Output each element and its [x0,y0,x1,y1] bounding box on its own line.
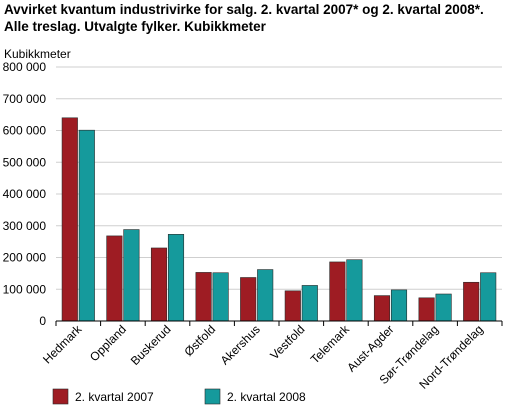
x-tick-label: Vestfold [267,322,307,362]
x-tick-label: Hedmark [40,322,85,367]
y-tick-label: 300 000 [3,219,47,233]
gridlines [56,66,502,290]
legend-swatch [52,388,69,405]
x-tick-label: Oppland [87,322,129,364]
x-tick-label: Telemark [308,322,353,367]
bar [373,295,391,322]
bar [346,259,363,322]
bar [123,229,140,322]
bar [480,272,497,322]
y-tick-label: 800 000 [3,60,47,74]
bar [257,269,274,322]
bar [435,293,452,322]
legend-swatch [204,388,221,405]
y-tick-label: 100 000 [3,282,47,296]
y-tick-label: 700 000 [3,92,47,106]
bar [150,247,168,322]
bar [61,117,78,322]
chart-title: Avvirket kvantum industrivirke for salg.… [4,2,484,34]
y-tick-label: 200 000 [3,251,47,265]
bar [212,272,229,322]
x-tick-label: Buskerud [128,322,174,368]
y-tick-label: 500 000 [3,155,47,169]
bar [301,285,318,322]
y-tick-label: 600 000 [3,124,47,138]
bar [106,235,123,322]
bar [390,289,408,322]
bar [195,272,212,322]
y-tick-label: 0 [39,314,46,328]
bar [463,281,480,322]
legend: 2. kvartal 2007 2. kvartal 2008 [52,388,306,405]
bar [78,129,95,322]
bar [418,297,435,322]
x-tick-label: Akershus [218,322,263,367]
bar [167,234,185,322]
legend-label: 2. kvartal 2007 [75,390,154,404]
y-axis-label: Kubikkmeter [4,47,71,61]
x-tick-label: Østfold [181,322,218,359]
bar [329,261,346,322]
y-tick-labels: 0 100 000 200 000 300 000 400 000 500 000 600 … [3,60,47,328]
x-axis [55,320,503,326]
bars [61,117,497,322]
bar [240,277,257,322]
bar [284,290,301,322]
y-tick-label: 400 000 [3,187,47,201]
legend-label: 2. kvartal 2008 [227,390,306,404]
